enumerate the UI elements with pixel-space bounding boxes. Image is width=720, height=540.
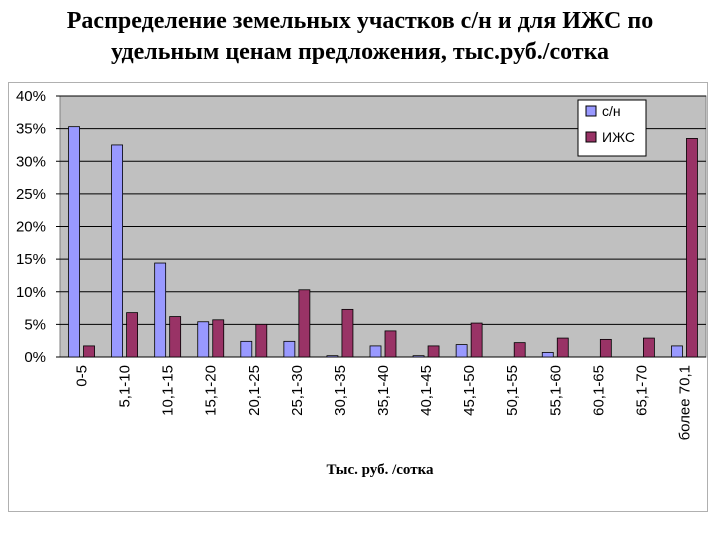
x-tick-label: 55,1-60 bbox=[547, 365, 564, 416]
bar-izhs bbox=[470, 322, 483, 358]
y-tick-label: 25% bbox=[16, 186, 46, 203]
bar-sn bbox=[671, 345, 683, 358]
y-tick-label: 15% bbox=[16, 251, 46, 268]
gridlines bbox=[60, 95, 706, 358]
bar-sn bbox=[455, 344, 468, 358]
x-tick-label: 60,1-65 bbox=[590, 365, 607, 416]
bar-sn bbox=[541, 352, 554, 358]
y-axis-ticks: 0% 5% 10% 15% 20% 25% 30% 35% 40% bbox=[16, 88, 60, 366]
chart-title: Распределение земельных участков с/н и д… bbox=[0, 6, 720, 68]
x-tick-label: 0-5 bbox=[74, 365, 91, 387]
bars bbox=[68, 126, 698, 358]
x-tick-label: 15,1-20 bbox=[203, 365, 220, 416]
y-tick-label: 10% bbox=[16, 284, 46, 301]
bar-sn bbox=[154, 262, 167, 358]
bar-izhs bbox=[126, 312, 138, 358]
bar-sn bbox=[369, 345, 382, 358]
x-axis-ticks: 0-5 5,1-10 10,1-15 15,1-20 20,1-25 25,1-30 30,… bbox=[74, 365, 694, 440]
legend-label-izhs: ИЖС bbox=[602, 129, 635, 145]
x-tick-label: 5,1-10 bbox=[117, 365, 134, 408]
legend: с/н ИЖС bbox=[577, 99, 647, 157]
y-tick-label: 0% bbox=[24, 349, 46, 366]
chart-title-line-1: Распределение земельных участков с/н и д… bbox=[66, 8, 654, 34]
bar-sn bbox=[326, 355, 339, 358]
bar-izhs bbox=[686, 138, 698, 358]
x-tick-label: более 70,1 bbox=[676, 365, 693, 440]
bar-izhs bbox=[212, 319, 225, 358]
bar-izhs bbox=[599, 338, 612, 358]
bar-izhs bbox=[643, 337, 655, 358]
x-tick-label: 35,1-40 bbox=[375, 365, 392, 416]
x-tick-label: 65,1-70 bbox=[633, 365, 650, 416]
x-tick-label: 45,1-50 bbox=[461, 365, 478, 416]
bar-izhs bbox=[255, 323, 268, 358]
bar-sn bbox=[68, 126, 80, 358]
bar-izhs bbox=[556, 337, 569, 358]
bar-izhs bbox=[298, 289, 311, 358]
y-tick-label: 5% bbox=[24, 316, 46, 333]
x-tick-label: 10,1-15 bbox=[160, 365, 177, 416]
chart-title-line-2: удельным ценам предложения, тыс.руб./сот… bbox=[110, 39, 610, 65]
legend-swatch-sn bbox=[585, 105, 597, 117]
bar-sn bbox=[111, 144, 123, 358]
bar-izhs bbox=[341, 308, 354, 358]
x-axis-title: Тыс. руб. /сотка bbox=[327, 462, 434, 478]
x-tick-label: 50,1-55 bbox=[504, 365, 521, 416]
y-tick-label: 20% bbox=[16, 219, 46, 236]
x-tick-label: 25,1-30 bbox=[289, 365, 306, 416]
bar-sn bbox=[197, 321, 210, 358]
bar-izhs bbox=[384, 330, 397, 358]
bar-sn bbox=[283, 340, 296, 358]
x-tick-label: 30,1-35 bbox=[332, 365, 349, 416]
y-tick-label: 30% bbox=[16, 153, 46, 170]
x-tick-label: 40,1-45 bbox=[418, 365, 435, 416]
legend-label-sn: с/н bbox=[602, 103, 621, 119]
bar-sn bbox=[240, 340, 253, 358]
bar-izhs bbox=[427, 345, 440, 358]
bar-izhs bbox=[513, 342, 526, 358]
bar-izhs bbox=[83, 345, 95, 358]
bar-sn bbox=[412, 355, 425, 358]
legend-swatch-izhs bbox=[585, 131, 597, 143]
bar-izhs bbox=[169, 316, 182, 358]
x-tick-label: 20,1-25 bbox=[246, 365, 263, 416]
y-tick-label: 40% bbox=[16, 88, 46, 105]
y-tick-label: 35% bbox=[16, 121, 46, 138]
